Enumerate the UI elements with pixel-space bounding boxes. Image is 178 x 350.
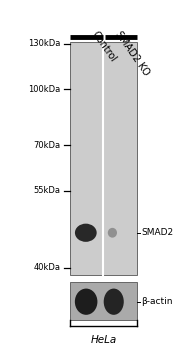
Text: 55kDa: 55kDa: [33, 186, 60, 195]
Bar: [70, 282, 137, 320]
Text: HeLa: HeLa: [91, 335, 117, 345]
Text: β-actin: β-actin: [141, 297, 173, 306]
Text: 130kDa: 130kDa: [28, 39, 60, 48]
Text: Control: Control: [90, 29, 118, 64]
Text: 40kDa: 40kDa: [33, 263, 60, 272]
Text: SMAD2 KO: SMAD2 KO: [114, 29, 152, 77]
Text: 70kDa: 70kDa: [33, 141, 60, 150]
Text: 100kDa: 100kDa: [28, 85, 60, 94]
Ellipse shape: [104, 288, 124, 315]
Bar: [70, 42, 137, 275]
Text: SMAD2: SMAD2: [141, 228, 173, 237]
Ellipse shape: [75, 288, 97, 315]
Ellipse shape: [75, 224, 97, 242]
Ellipse shape: [108, 228, 117, 238]
